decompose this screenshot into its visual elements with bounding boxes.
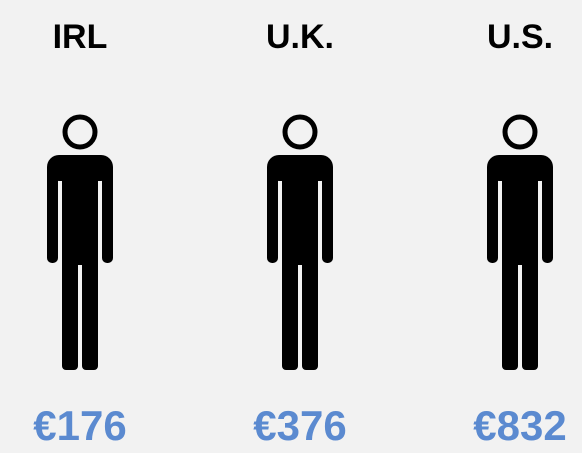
person-icon xyxy=(487,114,553,370)
country-label: IRL xyxy=(53,18,108,56)
cost-value: €832 xyxy=(473,402,566,449)
person-icon xyxy=(267,114,333,370)
cost-value: €376 xyxy=(253,402,346,449)
leg xyxy=(502,250,518,370)
leg xyxy=(302,250,318,370)
torso xyxy=(502,160,538,265)
country-label: U.K. xyxy=(266,18,334,56)
arm xyxy=(102,165,113,263)
leg xyxy=(282,250,298,370)
leg xyxy=(522,250,538,370)
arm xyxy=(487,165,498,263)
leg xyxy=(82,250,98,370)
torso xyxy=(62,160,98,265)
arm xyxy=(47,165,58,263)
cost-value: €176 xyxy=(33,402,126,449)
country-label: U.S. xyxy=(487,18,553,56)
arm xyxy=(542,165,553,263)
head xyxy=(282,114,318,150)
head xyxy=(502,114,538,150)
arm xyxy=(322,165,333,263)
arm xyxy=(267,165,278,263)
torso xyxy=(282,160,318,265)
leg xyxy=(62,250,78,370)
head xyxy=(62,114,98,150)
person-icon xyxy=(47,114,113,370)
